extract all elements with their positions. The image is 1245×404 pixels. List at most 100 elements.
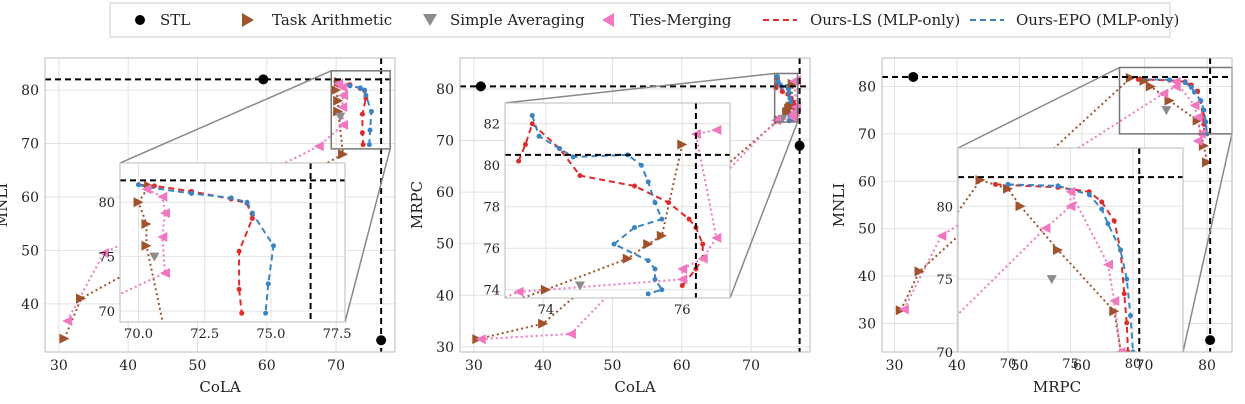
task-arithmetic-point [622, 253, 633, 264]
ties-merging-point [157, 191, 168, 202]
ties-merging-connector [120, 188, 167, 296]
ties-merging-point [771, 115, 782, 126]
legend-marker-simple-averaging [423, 14, 437, 26]
legend-item-stl: STL [135, 11, 190, 29]
stl-point [1205, 335, 1216, 346]
inset-x-tick-label: 74 [538, 303, 555, 318]
inset: 74 76 74 76 78 80 82 [483, 102, 731, 318]
task-arithmetic-point [1053, 245, 1063, 255]
task-arithmetic-point [1139, 75, 1150, 86]
inset-background [505, 103, 730, 298]
ours-epo-point [367, 127, 373, 133]
x-tick-label: 60 [673, 358, 691, 374]
ties-merging-point [1170, 76, 1181, 87]
task-arithmetic-point [333, 95, 344, 106]
ours-epo-point [645, 258, 651, 264]
task-arithmetic-point [59, 333, 70, 344]
ties-merging-point [1109, 296, 1120, 306]
x-tick-label: 40 [119, 358, 137, 374]
x-axis-label: MRPC [1033, 378, 1081, 396]
inset-grid [505, 103, 730, 298]
ours-epo-point [1167, 77, 1172, 83]
task-arithmetic-point [677, 139, 688, 150]
task-arithmetic-point [133, 197, 144, 208]
simple-averaging-point [335, 112, 346, 122]
inset-background [120, 163, 345, 322]
ours-ls-point [779, 89, 785, 95]
task-arithmetic-point [540, 284, 551, 295]
legend-marker-task-arithmetic [242, 13, 254, 27]
ties-merging-point [936, 230, 947, 241]
x-tick-label: 60 [258, 358, 276, 374]
y-tick-label: 30 [858, 317, 876, 333]
plot-frame [459, 57, 811, 353]
simple-averaging-point [1161, 106, 1172, 116]
y-axis-label: MRPC [408, 181, 426, 229]
ties-merging-point [898, 304, 909, 315]
markers [895, 72, 1212, 316]
zoom-connector [957, 66, 1120, 149]
y-tick-label: 30 [436, 340, 454, 356]
ours-epo-point [652, 200, 658, 206]
ours-epo-point [366, 142, 372, 148]
ours-epo-point [652, 276, 658, 282]
legend-item-simple-averaging: Simple Averaging [423, 11, 585, 29]
markers [59, 77, 349, 344]
y-tick-label: 60 [21, 190, 39, 206]
legend-marker-stl [135, 15, 145, 25]
task-arithmetic-point [160, 328, 170, 338]
ours-epo-point [1099, 206, 1105, 212]
ours-ls-point [1125, 349, 1131, 352]
inset-y-tick-label: 82 [483, 118, 500, 133]
task-arithmetic-point [785, 101, 796, 112]
ties-merging-point [157, 232, 168, 243]
legend-label-ours-ls: Ours-LS (MLP-only) [810, 11, 960, 29]
ours-epo-point [347, 83, 353, 89]
x-axis-label: CoLA [199, 378, 240, 396]
ours-ls-point [1124, 320, 1130, 326]
ours-epo-point [1203, 119, 1209, 125]
inset-y-tick-label: 74 [483, 284, 500, 299]
ours-epo-point [557, 146, 563, 152]
ours-ls-point [577, 173, 583, 179]
x-tick-label: 80 [1198, 358, 1216, 374]
legend: STL Task Arithmetic Simple Averaging Tie… [109, 2, 1179, 38]
inset-x-tick-label: 80 [1125, 357, 1142, 372]
ours-epo-point [1124, 276, 1130, 282]
stl-point [258, 74, 269, 85]
x-tick-label: 40 [948, 358, 966, 374]
y-tick-label: 50 [21, 243, 39, 259]
task-arithmetic-point [141, 218, 152, 229]
inset-x-tick-label: 75.0 [256, 327, 285, 342]
ties-merging-point [677, 263, 688, 274]
inset-x-tick-label: 76 [674, 303, 691, 318]
ties-merging-point [513, 286, 524, 297]
ours-epo-point [249, 210, 255, 216]
ties-merging-connector [958, 191, 1122, 352]
ours-epo-curve [335, 80, 373, 145]
ours-ls-point [529, 121, 535, 127]
stl-point [794, 140, 805, 151]
inset: 70.0 72.5 75.0 77.5 70 75 80 [98, 162, 352, 342]
task-arithmetic-point [1015, 201, 1026, 212]
ours-ls-point [1121, 291, 1127, 297]
y-tick-label: 80 [21, 83, 39, 99]
task-arithmetic-point [1003, 183, 1013, 194]
y-tick-label: 40 [858, 269, 876, 285]
ours-epo-point [1105, 221, 1111, 227]
task-arithmetic-point [1202, 157, 1212, 168]
legend-label-task-arithmetic: Task Arithmetic [272, 11, 392, 29]
y-tick-label: 60 [436, 185, 454, 201]
ours-epo-point [529, 112, 535, 118]
legend-label-simple-averaging: Simple Averaging [450, 11, 585, 29]
legend-label-ties-merging: Ties-Merging [630, 11, 732, 29]
legend-label-stl: STL [160, 11, 190, 29]
ours-epo-point [362, 87, 368, 93]
ours-ls-point [632, 183, 638, 189]
ours-epo-point [188, 190, 194, 196]
ours-ls-point [239, 310, 245, 316]
ties-merging-point [1192, 112, 1203, 123]
ours-epo-point [1118, 247, 1123, 253]
y-tick-label: 40 [436, 288, 454, 304]
